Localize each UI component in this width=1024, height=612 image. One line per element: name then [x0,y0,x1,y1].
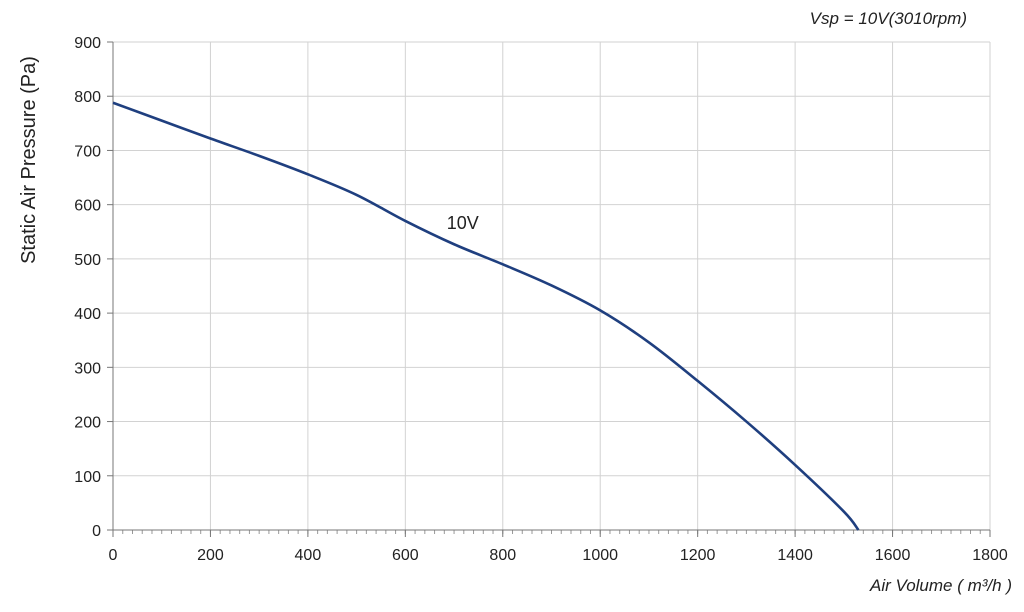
y-tick-label: 900 [74,35,101,52]
series-label-10v: 10V [447,213,479,233]
x-tick-label: 1400 [777,547,813,564]
x-tick-label: 200 [197,547,224,564]
y-axis-label: Static Air Pressure (Pa) [18,56,40,264]
x-tick-label: 1200 [680,547,716,564]
x-tick-label: 1000 [582,547,618,564]
series-line-10v [112,101,860,531]
y-tick-label: 500 [74,252,101,269]
x-tick-label: 800 [489,547,516,564]
x-tick-label: 600 [392,547,419,564]
x-minor-ticks [112,530,991,534]
y-tick-label: 400 [74,306,101,323]
x-tick-label: 400 [295,547,322,564]
x-axis-label: Air Volume ( m³/h ) [869,576,1012,595]
chart-subtitle: Vsp = 10V(3010rpm) [810,9,967,28]
y-tick-label: 100 [74,469,101,486]
series-layer [112,101,860,531]
axes [107,41,991,537]
y-tick-label: 800 [74,89,101,106]
x-tick-label: 0 [109,547,118,564]
y-tick-label: 700 [74,143,101,160]
x-tick-label: 1800 [972,547,1008,564]
x-tick-labels: 0 200 400 600 800 1000 1200 1400 1600 1800 [109,547,1008,564]
y-tick-label: 0 [92,523,101,540]
y-tick-label: 200 [74,415,101,432]
y-tick-labels: 0 100 200 300 400 500 600 700 800 900 [74,35,101,540]
x-tick-label: 1600 [875,547,911,564]
y-tick-label: 600 [74,198,101,215]
y-tick-label: 300 [74,360,101,377]
